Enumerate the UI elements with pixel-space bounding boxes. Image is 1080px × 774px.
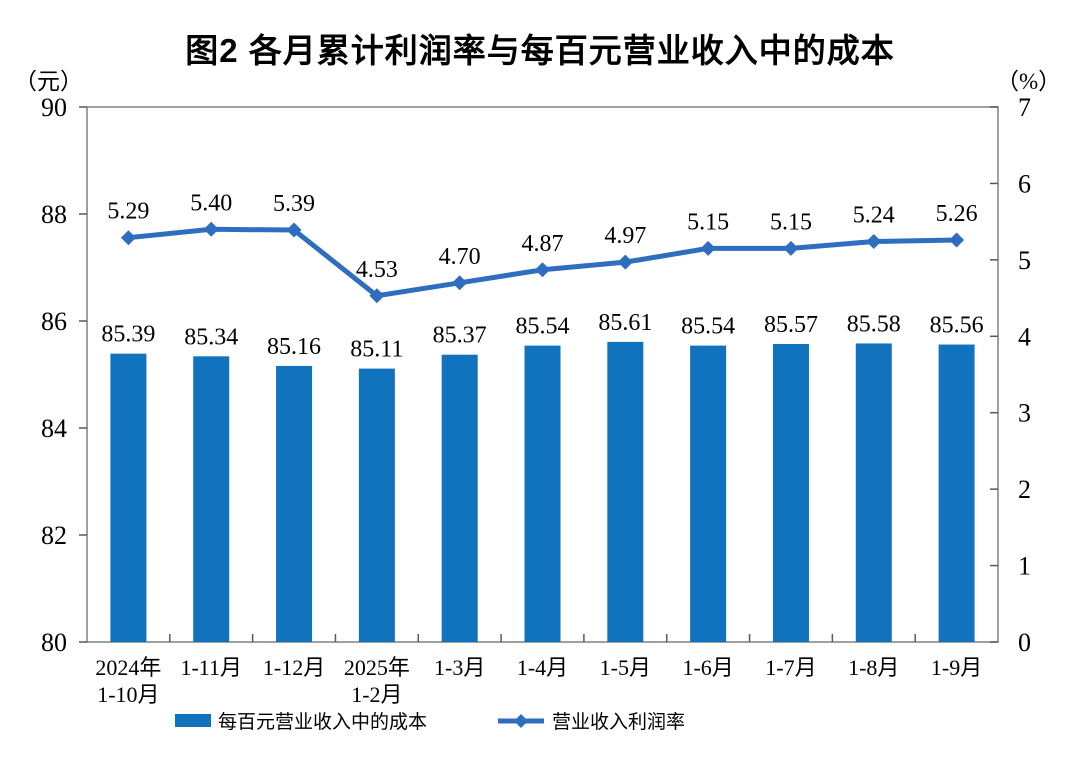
line-value-label: 5.24 (853, 203, 895, 229)
bar-value-label: 85.54 (681, 314, 735, 340)
x-axis-label: 1-6月 (682, 655, 733, 680)
bar-value-label: 85.61 (598, 310, 652, 336)
cost-bar (524, 345, 561, 642)
cost-bar (358, 368, 395, 642)
x-axis-label: 1-9月 (931, 655, 982, 680)
cost-bar (855, 343, 892, 642)
line-value-label: 5.29 (107, 199, 149, 225)
left-axis-tick-label: 90 (41, 93, 67, 122)
bar-value-label: 85.39 (101, 322, 155, 348)
cost-bar (276, 365, 313, 642)
x-axis-label: 1-4月 (517, 655, 568, 680)
x-axis-label: 2024年 (95, 655, 161, 680)
legend-label-cost: 每百元营业收入中的成本 (217, 712, 427, 733)
line-marker (535, 262, 550, 278)
x-axis-label: 1-2月 (351, 682, 402, 707)
right-axis-unit: （%） (996, 69, 1062, 94)
line-value-label: 5.15 (687, 209, 729, 235)
right-axis-tick-label: 2 (1018, 475, 1031, 504)
legend-item-profit: 营业收入利润率 (497, 707, 685, 734)
left-axis-tick-label: 80 (41, 628, 67, 657)
legend: 每百元营业收入中的成本 营业收入利润率 (0, 707, 860, 734)
line-marker (949, 232, 965, 248)
bar-value-label: 85.16 (267, 334, 321, 360)
x-axis-label: 1-12月 (263, 655, 325, 680)
left-axis-tick-label: 82 (41, 521, 67, 550)
cost-bar (193, 356, 230, 642)
x-axis-label: 1-11月 (180, 655, 242, 680)
left-axis-tick-label: 86 (41, 307, 67, 336)
bar-series-swatch (174, 714, 211, 727)
x-axis-label: 1-5月 (600, 655, 651, 680)
cost-bar (441, 354, 478, 642)
right-axis-tick-label: 5 (1018, 246, 1031, 275)
right-axis-tick-label: 1 (1018, 552, 1031, 581)
bar-value-label: 85.34 (184, 324, 238, 350)
line-value-label: 5.26 (936, 201, 978, 227)
legend-diamond-icon (514, 713, 528, 728)
legend-label-profit: 营业收入利润率 (552, 712, 686, 733)
legend-item-cost: 每百元营业收入中的成本 (174, 707, 427, 734)
left-axis-unit: （元） (14, 69, 83, 94)
line-marker (617, 254, 633, 270)
line-marker (866, 234, 882, 250)
right-axis-tick-label: 7 (1018, 93, 1031, 122)
line-series-swatch (497, 713, 545, 729)
cost-bar (690, 345, 727, 642)
left-axis-tick-label: 84 (41, 414, 67, 443)
x-axis-label: 1-8月 (848, 655, 899, 680)
line-marker (369, 288, 385, 304)
line-marker (700, 240, 716, 256)
cost-bar (110, 353, 147, 642)
bar-value-label: 85.58 (847, 311, 901, 337)
line-value-label: 5.40 (190, 190, 232, 216)
bar-value-label: 85.54 (516, 314, 570, 340)
x-axis-label: 1-10月 (97, 682, 159, 707)
chart-title: 图2 各月累计利润率与每百元营业收入中的成本 (185, 32, 895, 69)
x-axis-label: 2025年 (344, 655, 410, 680)
line-value-label: 4.70 (439, 244, 481, 270)
x-axis-label: 1-7月 (765, 655, 816, 680)
bar-value-label: 85.37 (433, 323, 487, 349)
line-marker (286, 222, 302, 238)
line-value-label: 5.39 (273, 191, 315, 217)
x-axis-label: 1-3月 (434, 655, 485, 680)
line-value-label: 4.97 (604, 223, 646, 249)
cost-bar (607, 341, 644, 642)
cost-bar (938, 344, 975, 642)
line-value-label: 5.15 (770, 209, 812, 235)
right-axis-tick-label: 0 (1018, 628, 1031, 657)
cost-bar (772, 344, 809, 642)
line-value-label: 4.87 (522, 231, 564, 257)
line-marker (452, 275, 468, 291)
right-axis-tick-label: 4 (1018, 322, 1031, 351)
line-marker (120, 230, 136, 246)
bar-value-label: 85.56 (930, 313, 984, 339)
line-marker (203, 221, 219, 237)
left-axis-tick-label: 88 (41, 200, 67, 229)
bar-value-label: 85.11 (350, 337, 403, 363)
right-axis-tick-label: 3 (1018, 399, 1031, 428)
line-marker (783, 240, 799, 256)
bar-value-label: 85.57 (764, 312, 818, 338)
right-axis-tick-label: 6 (1018, 169, 1031, 198)
line-value-label: 4.53 (356, 257, 398, 283)
